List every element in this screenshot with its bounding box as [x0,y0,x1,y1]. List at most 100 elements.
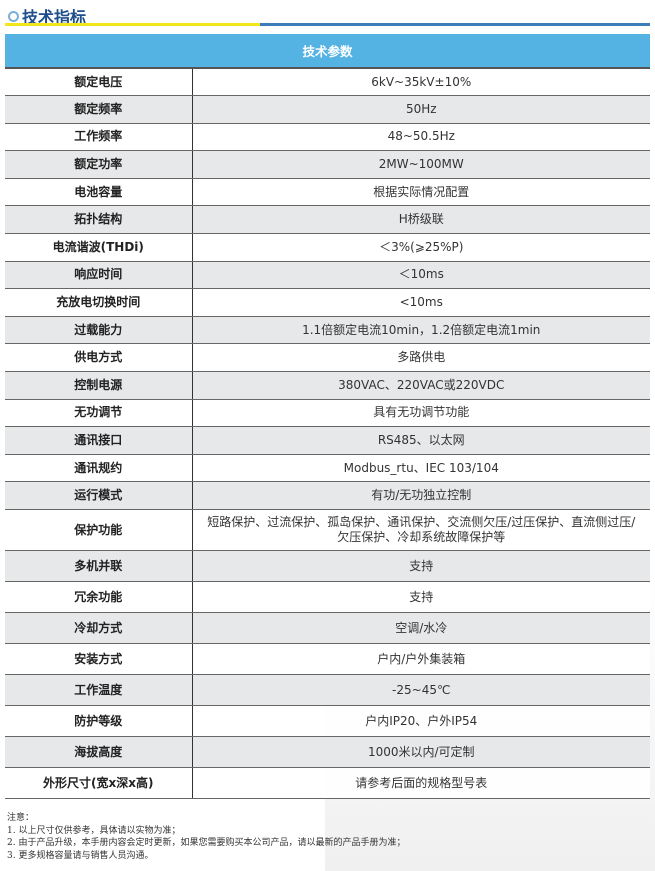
note-item: 2. 由于产品升级，本手册内容会定时更新，如果您需要购买本公司产品，请以最新的产… [7,838,406,848]
spec-value-text: 具有无功调节功能 [373,405,470,420]
spec-value-text: 空调/水冷 [395,620,448,635]
spec-name: 充放电切换时间 [5,288,193,317]
table-row: 电池容量 根据实际情况配置 [5,178,650,207]
spec-name: 防护等级 [5,705,193,737]
note-item: 1. 以上尺寸仅供参考，具体请以实物为准； [7,825,181,836]
spec-value: 6kV~35kV±10% [192,68,650,97]
spec-name: 无功调节 [5,399,193,428]
spec-name: 电池容量 [5,178,193,207]
table-row: 冷却方式 空调/水冷 [5,612,650,644]
spec-value-text: 有功/无功独立控制 [371,488,472,503]
spec-value-text: 6kV~35kV±10% [371,74,472,89]
spec-name: 运行模式 [5,481,193,510]
table-row: 拓扑结构 H桥级联 [5,205,650,235]
spec-name: 安装方式 [5,643,193,675]
spec-name: 控制电源 [5,371,193,400]
spec-value: 48~50.5Hz [192,123,650,152]
spec-value-text: 支持 [409,589,434,604]
table-row: 额定频率 50Hz [5,95,650,124]
spec-value: Modbus_rtu、IEC 103/104 [192,454,650,483]
table-row: 运行模式 有功/无功独立控制 [5,481,650,510]
spec-value: <10ms [192,288,650,317]
spec-value-text: 多路供电 [397,350,446,365]
table-row: 外形尺寸(宽x深x高) 请参考后面的规格型号表 [5,767,650,799]
table-row: 控制电源 380VAC、220VAC或220VDC [5,371,650,400]
spec-name: 额定功率 [5,150,193,179]
notes: 注意： 1. 以上尺寸仅供参考，具体请以实物为准； 2. 由于产品升级，本手册内… [7,812,405,862]
table-row: 额定电压 6kV~35kV±10% [5,68,650,97]
spec-name: 额定电压 [5,68,193,97]
spec-name: 工作频率 [5,123,193,152]
spec-name: 拓扑结构 [5,205,193,235]
spec-value-text: 户内/户外集装箱 [377,651,466,666]
note-item: 3. 更多规格容量请与销售人员沟通。 [7,850,154,861]
spec-value: -25~45℃ [192,674,650,706]
ring-icon [8,10,19,22]
table-row: 响应时间 ＜10ms [5,261,650,290]
spec-name: 保护功能 [5,509,193,551]
spec-name: 通讯规约 [5,454,193,483]
table-row: 无功调节 具有无功调节功能 [5,399,650,428]
spec-value-text: RS485、以太网 [377,433,465,448]
table-row: 工作频率 48~50.5Hz [5,123,650,152]
spec-value: 380VAC、220VAC或220VDC [192,371,650,400]
spec-value-text: H桥级联 [398,212,444,227]
spec-value-text: -25~45℃ [392,682,451,697]
notes-title: 注意： [7,813,35,823]
spec-name: 冗余功能 [5,581,193,613]
spec-name: 多机并联 [5,550,193,582]
table-header: 技术参数 [5,34,650,69]
spec-value: 户内/户外集装箱 [192,643,650,675]
table-row: 电流谐波(THDi) ＜3%(⩾25%P) [5,233,650,262]
spec-name: 冷却方式 [5,612,193,644]
table-row: 充放电切换时间 <10ms [5,288,650,317]
table-row: 通讯接口 RS485、以太网 [5,426,650,455]
spec-value: 户内IP20、户外IP54 [192,705,650,737]
table-row: 多机并联 支持 [5,550,650,582]
spec-value-text: 50Hz [405,101,437,116]
table-row: 冗余功能 支持 [5,581,650,613]
spec-value-text: 欠压保护、冷却系统故障保护等 [337,530,506,544]
spec-value: 多路供电 [192,343,650,373]
spec-value-text: 请参考后面的规格型号表 [355,775,488,790]
spec-value-text: <10ms [399,295,443,310]
table-row: 工作温度 -25~45℃ [5,674,650,706]
spec-value: ＜3%(⩾25%P) [192,233,650,262]
spec-value: ＜10ms [192,261,650,290]
spec-name: 供电方式 [5,343,193,373]
spec-value-text: 48~50.5Hz [387,129,455,144]
spec-value: 2MW~100MW [192,150,650,179]
table-row: 过载能力 1.1倍额定电流10min，1.2倍额定电流1min [5,316,650,345]
spec-value-text: 短路保护、过流保护、孤岛保护、通讯保护、交流侧欠压/过压保护、直流侧过压/ [207,515,636,529]
table-row: 海拔高度 1000米以内/可定制 [5,736,650,768]
spec-name: 响应时间 [5,261,193,290]
table-row: 供电方式 多路供电 [5,343,650,373]
spec-name: 电流谐波(THDi) [5,233,193,262]
section-heading: 技术指标 [8,4,86,28]
spec-name: 外形尺寸(宽x深x高) [5,767,193,799]
spec-value: 具有无功调节功能 [192,399,650,428]
spec-value: 50Hz [192,95,650,124]
spec-value: 请参考后面的规格型号表 [192,767,650,799]
spec-value: 短路保护、过流保护、孤岛保护、通讯保护、交流侧欠压/过压保护、直流侧过压/欠压保… [192,509,650,551]
spec-name: 额定频率 [5,95,193,124]
spec-value-text: 2MW~100MW [378,157,464,172]
table-row: 保护功能 短路保护、过流保护、孤岛保护、通讯保护、交流侧欠压/过压保护、直流侧过压… [5,509,650,551]
spec-value-text: 380VAC、220VAC或220VDC [338,377,505,392]
spec-table: 技术参数 额定电压 6kV~35kV±10% 额定频率 50Hz 工作频率 48~50.5… [5,34,650,799]
spec-value: 1.1倍额定电流10min，1.2倍额定电流1min [192,316,650,345]
spec-name: 过载能力 [5,316,193,345]
spec-value-text: ＜3%(⩾25%P) [379,239,464,254]
spec-value: RS485、以太网 [192,426,650,455]
spec-value: 支持 [192,550,650,582]
spec-value: 根据实际情况配置 [192,178,650,207]
spec-value-text: 支持 [409,558,434,573]
spec-value: 有功/无功独立控制 [192,481,650,510]
spec-name: 海拔高度 [5,736,193,768]
spec-value-text: 1000米以内/可定制 [367,744,475,759]
heading-text: 技术指标 [22,8,87,27]
spec-value-text: 1.1倍额定电流10min，1.2倍额定电流1min [302,322,541,337]
table-row: 安装方式 户内/户外集装箱 [5,643,650,675]
spec-value: 支持 [192,581,650,613]
table-row: 额定功率 2MW~100MW [5,150,650,179]
